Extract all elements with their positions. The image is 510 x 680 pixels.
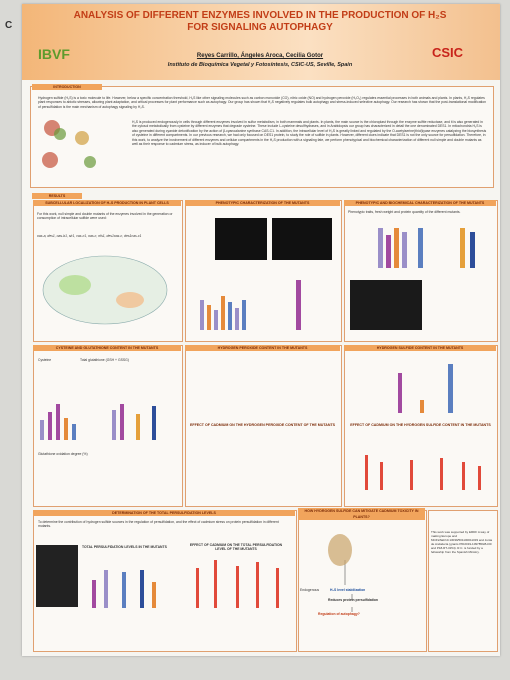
section-heading: EFFECT OF CADMIUM ON THE HYDROGEN PEROXI… xyxy=(190,423,335,427)
diagram-node: Regulation of autophagy? xyxy=(318,612,360,616)
plant-images xyxy=(215,218,422,330)
section-heading: PHENOTYPIC CHARACTERIZATION OF THE MUTAN… xyxy=(185,200,340,206)
chart-label: Cysteine xyxy=(38,358,52,362)
section-heading: RESULTS xyxy=(32,193,82,199)
section-heading: HYDROGEN PEROXIDE CONTENT IN THE MUTANTS xyxy=(185,345,340,351)
section-heading: INTRODUCTION xyxy=(32,84,102,90)
chart-label: EFFECT OF CADMIUM ON THE TOTAL PERSULFID… xyxy=(189,543,283,552)
chart-label: Glutathione oxidation degree (%) xyxy=(38,452,88,456)
section-heading: PHENOTYPIC AND BIOCHEMICAL CHARACTERIZAT… xyxy=(344,200,496,206)
institute: Instituto de Bioquímica Vegetal y Fotosí… xyxy=(167,62,353,68)
panel-text: oas-a, des1, oas-b1, sir1, cas-c1, oas-c… xyxy=(37,234,142,238)
panel-text: Phenotypic traits, fresh weight and prot… xyxy=(348,210,461,214)
chart-label: TOTAL PERSULFIDATION LEVELS IN THE MUTAN… xyxy=(82,545,167,549)
cell-diagram xyxy=(42,255,168,325)
panel xyxy=(428,510,498,652)
diagram-arrows xyxy=(328,534,353,612)
logo-left: IBVF xyxy=(38,46,70,62)
acknowledgements: This work was supported by ERDF A way of… xyxy=(431,530,493,554)
section-heading: HYDROGEN SULFIDE CONTENT IN THE MUTANTS xyxy=(344,345,496,351)
panel xyxy=(298,510,427,652)
section-heading: DETERMINATION OF THE TOTAL PERSULFIDATIO… xyxy=(33,510,295,516)
panel-text: To determine the contribution of hydroge… xyxy=(38,520,279,529)
title: ANALYSIS OF DIFFERENT ENZYMES INVOLVED I… xyxy=(73,10,447,33)
molecule-image xyxy=(42,120,96,168)
authors: Reyes Carrillo, Ángeles Aroca, Cecilia G… xyxy=(196,53,324,59)
panel xyxy=(344,345,498,507)
section-heading: CYSTEINE AND GLUTATHIONE CONTENT IN THE … xyxy=(33,345,181,351)
diagram-node: Endogenous xyxy=(300,588,320,592)
page-label: C xyxy=(5,20,13,31)
logo-right: CSIC xyxy=(432,45,464,60)
header-band xyxy=(22,4,500,80)
diagram-node: H₂S level stabilization xyxy=(330,588,366,592)
panel-text: For this work, null simple and double mu… xyxy=(37,212,173,221)
diagram-node: Reduces protein persulfidation xyxy=(328,598,378,602)
intro-text: Hydrogen sulfide (H₂S) is a toxic molecu… xyxy=(38,96,487,109)
section-heading: SUBCELLULAR LOCALIZATION OF H₂S PRODUCTI… xyxy=(33,200,181,206)
chart-label: Total glutathione (GSH + GSSG) xyxy=(80,358,129,362)
intro-text: H₂S is produced endogenously in cells th… xyxy=(132,120,487,147)
section-heading: EFFECT OF CADMIUM ON THE HYDROGEN SULFID… xyxy=(350,423,491,427)
intro-box xyxy=(30,86,494,188)
section-heading: HOW HYDROGEN SULFIDE CAN MITIGATE CADMIU… xyxy=(298,508,425,520)
panel xyxy=(185,345,342,507)
bar-charts xyxy=(36,228,481,608)
